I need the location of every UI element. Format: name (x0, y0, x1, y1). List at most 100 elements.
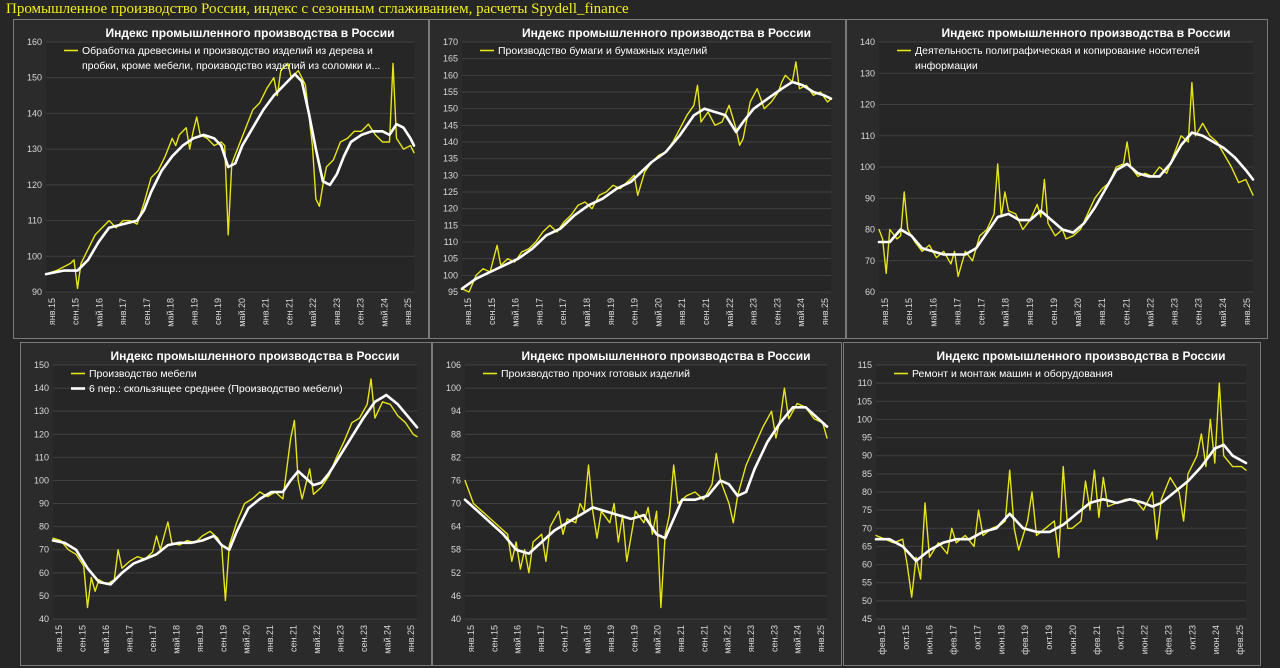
x-tick-label: сен.19 (629, 625, 639, 652)
x-tick-label: фев.19 (1020, 625, 1030, 655)
y-tick-label: 80 (865, 225, 875, 235)
y-tick-label: 145 (443, 120, 458, 130)
x-tick-label: янв.23 (1170, 298, 1180, 325)
chart-panel-wood: 90 100 110 120 130 140 150 160 янв.15 сен.15 май.1… (13, 19, 429, 339)
y-tick-label: 140 (34, 383, 49, 393)
series-line-smoothed (460, 80, 833, 290)
x-tick-label: сен.23 (1194, 298, 1204, 325)
y-tick-label: 45 (862, 614, 872, 624)
legend-label: 6 пер.: скользящее среднее (Производство… (89, 383, 343, 395)
plot-area (53, 365, 417, 619)
legend-label: Обработка древесины и производство издел… (82, 45, 373, 57)
x-tick-label: фев.15 (877, 625, 887, 655)
x-tick-label: май.18 (583, 625, 593, 654)
x-tick-label: сен.17 (558, 298, 568, 325)
x-tick-label: сен.19 (213, 298, 223, 325)
x-tick-label: фев.25 (1235, 625, 1245, 655)
chart-title: Индекс промышленного производства в Росс… (522, 349, 811, 363)
y-tick-label: 160 (27, 37, 42, 47)
chart-panel-furniture: 40 50 60 70 80 90 100 110 120 130 140 150 янв.15 сен.… (20, 342, 432, 666)
x-tick-label: окт.21 (1116, 625, 1126, 650)
x-tick-label: сен.23 (359, 625, 369, 652)
y-tick-label: 70 (865, 256, 875, 266)
x-tick-label: май.18 (171, 625, 181, 654)
x-tick-label: янв.25 (403, 298, 413, 325)
y-tick-label: 90 (865, 193, 875, 203)
y-tick-label: 165 (443, 54, 458, 64)
x-tick-label: сен.19 (218, 625, 228, 652)
x-tick-label: июн.20 (1068, 625, 1078, 654)
x-tick-label: сен.15 (77, 625, 87, 652)
x-tick-label: янв.23 (332, 298, 342, 325)
x-tick-label: июн.24 (1211, 625, 1221, 654)
y-tick-label: 95 (862, 433, 872, 443)
x-tick-label: сен.15 (71, 298, 81, 325)
chart-panel-other-goods: 40 46 52 58 64 70 76 82 88 94 100 106 янв.15 сен.15 ма… (432, 342, 842, 666)
x-tick-label: янв.17 (952, 298, 962, 325)
legend-label: Ремонт и монтаж машин и оборудования (912, 368, 1113, 380)
y-tick-label: 100 (860, 162, 875, 172)
x-tick-label: сен.17 (148, 625, 158, 652)
x-tick-label: окт.15 (901, 625, 911, 650)
x-tick-label: май.16 (511, 298, 521, 327)
x-tick-label: сен.23 (356, 298, 366, 325)
y-tick-label: 130 (443, 170, 458, 180)
y-tick-label: 76 (451, 475, 461, 485)
y-tick-label: 90 (862, 451, 872, 461)
x-tick-label: май.16 (94, 298, 104, 327)
chart-panel-repair: 45 50 55 60 65 70 75 80 85 90 95 100 105 110 115 фев.15… (843, 342, 1261, 666)
x-tick-label: сен.15 (487, 298, 497, 325)
x-tick-label: янв.17 (118, 298, 128, 325)
series-line-actual (45, 62, 415, 290)
y-tick-label: 150 (443, 104, 458, 114)
x-tick-label: май.20 (242, 625, 252, 654)
legend-label: информации (915, 60, 978, 72)
x-tick-label: янв.25 (820, 298, 830, 325)
y-tick-label: 58 (451, 545, 461, 555)
series-line-actual (875, 382, 1247, 598)
x-tick-label: янв.23 (336, 625, 346, 652)
x-tick-label: янв.23 (746, 625, 756, 652)
x-tick-label: сен.21 (699, 625, 709, 652)
y-tick-label: 100 (857, 414, 872, 424)
y-tick-label: 150 (34, 360, 49, 370)
y-tick-label: 140 (860, 37, 875, 47)
chart-title: Индекс промышленного производства в Росс… (522, 26, 811, 40)
x-tick-label: май.22 (725, 298, 735, 327)
series-line-smoothed (44, 72, 416, 276)
y-tick-label: 82 (451, 452, 461, 462)
y-tick-label: 130 (27, 144, 42, 154)
legend-label: пробки, кроме мебели, производство издел… (82, 60, 380, 72)
plot-area (465, 365, 827, 619)
x-tick-label: янв.17 (534, 298, 544, 325)
x-tick-label: сен.19 (630, 298, 640, 325)
y-tick-label: 110 (861, 131, 875, 141)
series-line-smoothed (51, 393, 419, 586)
x-tick-label: май.16 (101, 625, 111, 654)
x-tick-label: янв.25 (816, 625, 826, 652)
x-tick-label: янв.19 (606, 625, 616, 652)
x-tick-label: май.24 (793, 625, 803, 654)
y-tick-label: 150 (27, 73, 42, 83)
y-tick-label: 90 (39, 499, 49, 509)
x-tick-label: май.24 (796, 298, 806, 327)
y-tick-label: 75 (862, 505, 872, 515)
x-tick-label: май.24 (1218, 298, 1228, 327)
x-tick-label: сен.21 (701, 298, 711, 325)
y-tick-label: 100 (443, 270, 458, 280)
x-tick-label: июн.22 (1140, 625, 1150, 654)
x-tick-label: сен.17 (559, 625, 569, 652)
x-tick-label: янв.21 (676, 625, 686, 652)
y-tick-label: 140 (443, 137, 458, 147)
legend-label: Производство прочих готовых изделий (501, 368, 690, 380)
y-tick-label: 70 (39, 545, 49, 555)
x-tick-label: май.20 (1073, 298, 1083, 327)
x-tick-label: май.22 (312, 625, 322, 654)
y-tick-label: 88 (451, 429, 461, 439)
x-tick-label: янв.21 (677, 298, 687, 325)
y-tick-label: 60 (865, 287, 875, 297)
x-tick-label: сен.21 (289, 625, 299, 652)
y-tick-label: 115 (444, 220, 458, 230)
x-tick-label: май.20 (653, 625, 663, 654)
y-tick-label: 55 (862, 578, 872, 588)
